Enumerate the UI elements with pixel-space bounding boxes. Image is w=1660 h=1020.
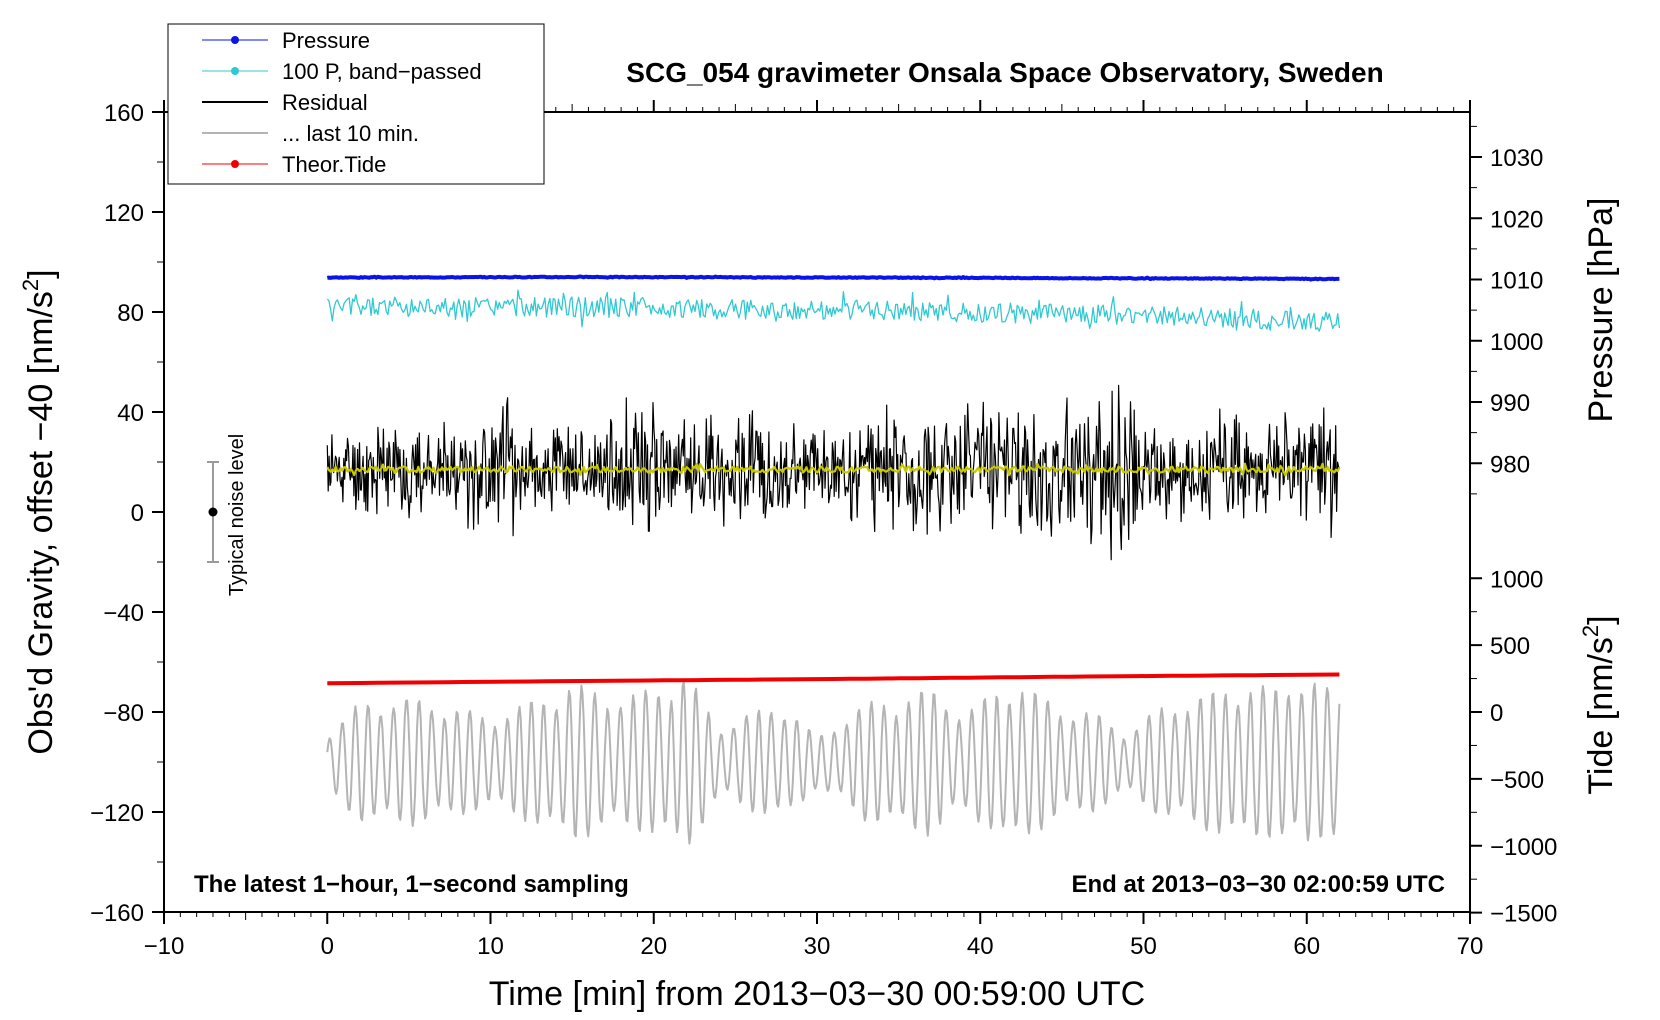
x-axis-title: Time [min] from 2013−03−30 00:59:00 UTC — [489, 975, 1145, 1013]
noise-center-dot — [208, 507, 218, 517]
tide-axis-title-text: Tide [nm/s — [1582, 637, 1620, 794]
end-time-note: End at 2013−03−30 02:00:59 UTC — [1071, 871, 1445, 898]
legend-label: 100 P, band−passed — [282, 59, 482, 84]
pressure-tick-label: 980 — [1490, 451, 1530, 478]
x-tick-label: 50 — [1130, 933, 1157, 960]
x-tick-label: −10 — [144, 933, 185, 960]
chart-title: SCG_054 gravimeter Onsala Space Observat… — [626, 57, 1383, 88]
legend-label: Residual — [282, 90, 368, 115]
pressure-tick-label: 990 — [1490, 390, 1530, 417]
y-tick-label-left: 80 — [117, 300, 144, 327]
y-axis-title-left-text: Obs'd Gravity, offset −40 [nm/s — [22, 291, 60, 754]
legend-label: ... last 10 min. — [282, 121, 419, 146]
tide-tick-label: −1500 — [1490, 901, 1557, 928]
x-tick-label: 10 — [477, 933, 504, 960]
y-tick-label-left: −80 — [103, 700, 144, 727]
y-tick-label-left: −120 — [90, 800, 144, 827]
series-last10-line — [326, 680, 1341, 845]
legend-swatch-dot — [231, 160, 239, 168]
y-tick-label-left: 120 — [104, 200, 144, 227]
legend-items: Pressure 100 P, band−passed Residual ... la… — [202, 28, 482, 177]
tide-tick-label: 500 — [1490, 633, 1530, 660]
legend-label: Pressure — [282, 28, 370, 53]
tide-tick-label: −1000 — [1490, 834, 1557, 861]
legend-swatch-dot — [231, 36, 239, 44]
y-tick-label-left: −160 — [90, 900, 144, 927]
y-tick-label-left: 0 — [131, 500, 144, 527]
series-layer — [326, 274, 1341, 845]
legend-box — [167, 23, 545, 185]
sampling-note: The latest 1−hour, 1−second sampling — [194, 871, 629, 898]
tide-axis-title-sup: 2 — [1578, 625, 1603, 637]
series-pressure-line — [326, 274, 1340, 282]
pressure-tick-label: 1010 — [1490, 268, 1543, 295]
noise-label: Typical noise level — [226, 434, 248, 596]
pressure-axis-title: Pressure [hPa] — [1582, 198, 1620, 423]
series-tide-line — [327, 672, 1340, 686]
x-tick-label: 60 — [1293, 933, 1320, 960]
series-band_passed-line — [326, 289, 1341, 332]
tide-axis-title: Tide [nm/s2] — [1578, 615, 1620, 794]
y-axis-title-left-end: ] — [22, 269, 60, 278]
x-tick-label: 40 — [967, 933, 994, 960]
pressure-tick-label: 1030 — [1490, 145, 1543, 172]
pressure-tick-label: 1000 — [1490, 329, 1543, 356]
tide-tick-label: 0 — [1490, 700, 1503, 727]
x-tick-label: 30 — [804, 933, 831, 960]
legend: Pressure 100 P, band−passed Residual ... la… — [167, 23, 545, 185]
x-tick-label: 70 — [1457, 933, 1484, 960]
axes-layer: −10 0 10 20 30 40 50 60 7016012080400−40−80−120−… — [90, 100, 1557, 960]
y-tick-label-left: −40 — [103, 600, 144, 627]
y-axis-title-left-sup: 2 — [18, 279, 43, 291]
legend-label: Theor.Tide — [282, 152, 386, 177]
y-axis-title-left: Obs'd Gravity, offset −40 [nm/s2] — [18, 269, 60, 754]
series-smooth-line — [326, 462, 1341, 477]
tide-axis-title-end: ] — [1582, 615, 1620, 624]
legend-swatch-dot — [231, 67, 239, 75]
tide-tick-label: 1000 — [1490, 566, 1543, 593]
y-tick-label-left: 160 — [104, 100, 144, 127]
noise-indicator: Typical noise level — [206, 434, 248, 596]
y-tick-label-left: 40 — [117, 400, 144, 427]
tide-tick-label: −500 — [1490, 767, 1544, 794]
x-tick-label: 0 — [321, 933, 334, 960]
pressure-tick-label: 1020 — [1490, 206, 1543, 233]
x-tick-label: 20 — [640, 933, 667, 960]
